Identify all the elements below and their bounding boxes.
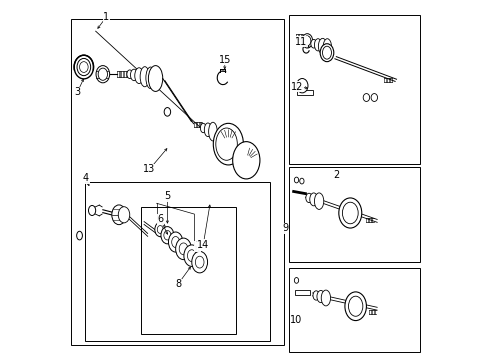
Ellipse shape: [301, 34, 312, 48]
Text: 10: 10: [290, 315, 302, 325]
Ellipse shape: [318, 39, 326, 54]
Ellipse shape: [140, 67, 149, 87]
Text: 5: 5: [164, 191, 170, 201]
Ellipse shape: [215, 128, 237, 160]
Ellipse shape: [161, 226, 174, 244]
Ellipse shape: [195, 256, 203, 268]
Ellipse shape: [321, 290, 330, 306]
Ellipse shape: [98, 68, 107, 80]
Ellipse shape: [363, 94, 369, 102]
Bar: [297, 90, 312, 95]
Ellipse shape: [179, 243, 187, 255]
Text: 13: 13: [143, 164, 155, 174]
Ellipse shape: [112, 205, 126, 225]
Ellipse shape: [148, 66, 163, 91]
Ellipse shape: [294, 278, 298, 283]
Ellipse shape: [157, 226, 163, 233]
Bar: [289, 15, 419, 164]
Ellipse shape: [80, 62, 88, 72]
Ellipse shape: [77, 58, 90, 76]
Ellipse shape: [344, 292, 366, 320]
Text: 11: 11: [294, 37, 306, 47]
Ellipse shape: [118, 207, 129, 223]
Ellipse shape: [312, 291, 319, 300]
Ellipse shape: [322, 46, 331, 59]
Text: 15: 15: [218, 55, 230, 65]
Text: 6: 6: [157, 215, 163, 224]
Ellipse shape: [204, 123, 211, 136]
Ellipse shape: [171, 237, 179, 248]
Ellipse shape: [232, 141, 260, 179]
Ellipse shape: [213, 123, 243, 165]
Text: 3: 3: [74, 87, 81, 97]
Text: 9: 9: [282, 224, 288, 233]
Bar: [295, 291, 310, 296]
Ellipse shape: [314, 39, 321, 51]
Ellipse shape: [310, 40, 316, 48]
Text: 14: 14: [197, 239, 209, 249]
Ellipse shape: [155, 222, 165, 237]
Ellipse shape: [191, 251, 207, 273]
Ellipse shape: [208, 122, 217, 141]
Ellipse shape: [296, 78, 307, 93]
Ellipse shape: [164, 108, 170, 116]
Ellipse shape: [88, 206, 96, 216]
Ellipse shape: [175, 238, 191, 260]
Ellipse shape: [294, 177, 298, 183]
Bar: [70, 19, 284, 345]
Ellipse shape: [145, 67, 155, 89]
Ellipse shape: [305, 193, 312, 203]
Ellipse shape: [309, 193, 317, 206]
Bar: [85, 182, 269, 341]
Ellipse shape: [96, 66, 109, 83]
Ellipse shape: [183, 245, 199, 266]
Ellipse shape: [303, 36, 310, 46]
Bar: [140, 207, 235, 334]
Ellipse shape: [163, 230, 171, 240]
Text: 12: 12: [291, 82, 303, 92]
Text: 7: 7: [194, 241, 201, 251]
Ellipse shape: [187, 250, 196, 262]
Ellipse shape: [348, 296, 362, 316]
Bar: [289, 268, 419, 352]
Ellipse shape: [74, 55, 93, 79]
Text: 8: 8: [175, 279, 181, 289]
Text: 2: 2: [332, 170, 338, 180]
Ellipse shape: [299, 178, 304, 184]
Ellipse shape: [342, 202, 357, 224]
Ellipse shape: [126, 70, 132, 78]
Ellipse shape: [323, 39, 331, 57]
Ellipse shape: [168, 232, 183, 252]
Ellipse shape: [338, 198, 361, 228]
Ellipse shape: [314, 193, 323, 210]
Ellipse shape: [77, 231, 82, 240]
Ellipse shape: [200, 123, 206, 133]
Ellipse shape: [130, 69, 137, 81]
Text: 4: 4: [83, 173, 89, 183]
Ellipse shape: [316, 291, 324, 303]
Ellipse shape: [135, 68, 143, 84]
Ellipse shape: [320, 44, 333, 62]
Text: 1: 1: [103, 12, 109, 22]
Ellipse shape: [370, 94, 377, 102]
Bar: [289, 167, 419, 262]
